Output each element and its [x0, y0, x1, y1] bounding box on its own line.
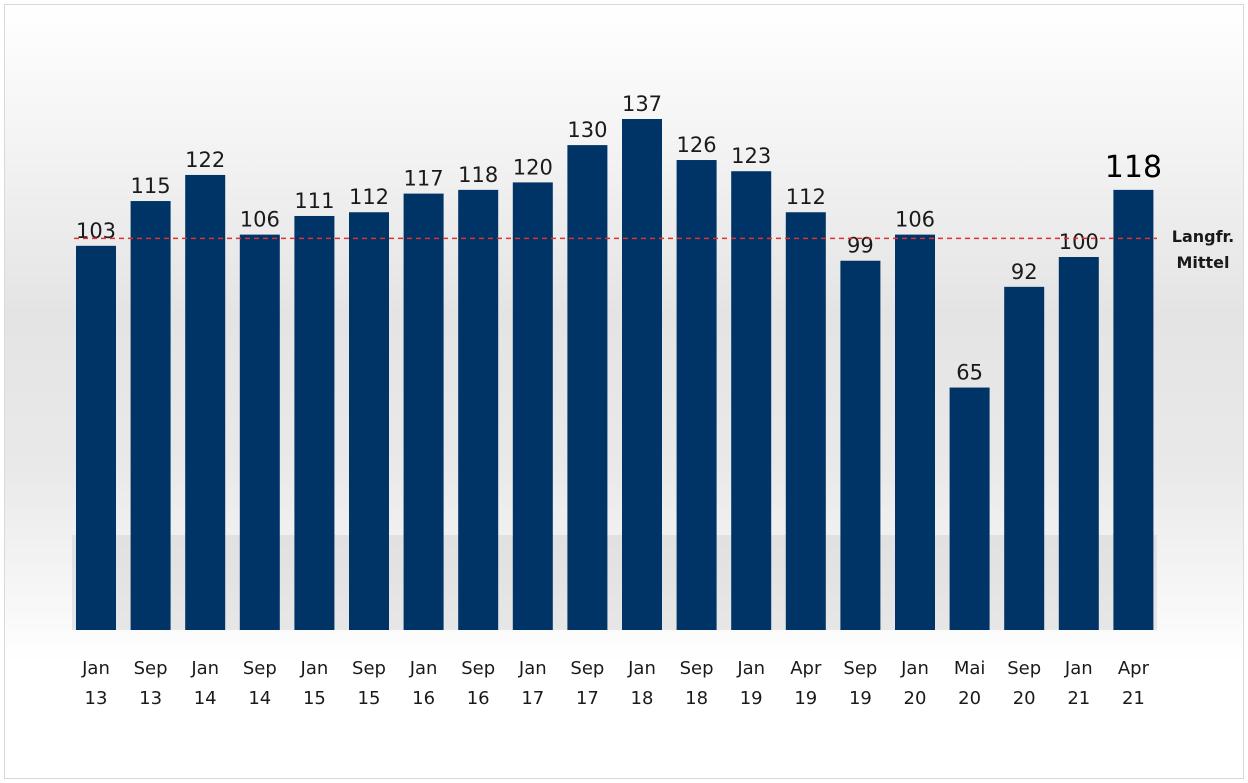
x-tick-label: 13: [139, 688, 162, 709]
x-tick-label: 14: [248, 688, 271, 709]
data-label: 123: [731, 144, 771, 168]
bar: [785, 212, 826, 630]
bar: [622, 119, 662, 630]
data-label: 103: [76, 219, 116, 243]
data-label: 65: [956, 361, 983, 385]
floor-shadow: [72, 535, 1157, 630]
x-tick-label: Jan: [409, 658, 438, 679]
x-tick-label: Jan: [190, 658, 219, 679]
bar: [731, 171, 772, 630]
data-label: 115: [131, 174, 171, 198]
x-tick-label: 19: [740, 688, 763, 709]
data-label: 106: [895, 208, 935, 232]
x-tick-label: Sep: [570, 658, 604, 679]
bar: [294, 215, 335, 631]
bar: [567, 145, 608, 630]
bar: [185, 174, 226, 630]
x-tick-label: 18: [631, 688, 654, 709]
x-tick-label: Jan: [736, 658, 765, 679]
bar: [840, 260, 881, 630]
x-tick-label: 21: [1122, 688, 1145, 709]
x-tick-label: 20: [958, 688, 981, 709]
x-tick-label: Jan: [1064, 658, 1093, 679]
data-label: 137: [622, 92, 662, 116]
data-label: 92: [1011, 260, 1038, 284]
data-label: 130: [567, 118, 607, 142]
bar: [512, 182, 553, 630]
bar: [458, 189, 499, 631]
x-tick-label: Jan: [81, 658, 110, 679]
x-tick-label: Apr: [1118, 658, 1150, 679]
x-tick-label: Sep: [843, 658, 877, 679]
reference-line-label: Langfr.: [1172, 227, 1234, 246]
x-tick-label: 19: [794, 688, 817, 709]
x-tick-label: Jan: [900, 658, 929, 679]
x-tick-label: Sep: [352, 658, 386, 679]
bar: [349, 212, 389, 630]
x-tick-label: Mai: [954, 658, 986, 679]
data-label: 99: [847, 234, 874, 258]
bar: [1004, 286, 1045, 630]
x-tick-label: Sep: [1007, 658, 1041, 679]
bar: [676, 160, 717, 631]
x-tick-label: 19: [849, 688, 872, 709]
data-label: 112: [786, 185, 826, 209]
x-tick-label: Sep: [134, 658, 168, 679]
bar: [895, 234, 935, 630]
x-tick-label: 20: [1013, 688, 1036, 709]
x-tick-label: Jan: [300, 658, 329, 679]
bar: [1113, 189, 1154, 631]
x-tick-label: Sep: [461, 658, 495, 679]
data-label: 118: [458, 163, 498, 187]
x-tick-label: 18: [685, 688, 708, 709]
x-tick-label: 17: [576, 688, 599, 709]
x-tick-label: 13: [85, 688, 108, 709]
data-label: 112: [349, 185, 389, 209]
x-tick-label: 14: [194, 688, 217, 709]
data-label: 118: [1105, 150, 1162, 185]
x-tick-label: Sep: [243, 658, 277, 679]
x-tick-label: 16: [467, 688, 490, 709]
bar: [239, 234, 280, 630]
x-tick-label: Sep: [680, 658, 714, 679]
bar: [949, 387, 990, 630]
x-tick-label: Apr: [790, 658, 822, 679]
x-tick-label: 15: [358, 688, 381, 709]
reference-line-label: Mittel: [1176, 253, 1229, 272]
x-tick-label: 16: [412, 688, 435, 709]
data-label: 100: [1059, 230, 1099, 254]
x-tick-label: 17: [521, 688, 544, 709]
data-label: 117: [404, 167, 444, 191]
x-tick-label: Jan: [627, 658, 656, 679]
x-tick-label: Jan: [518, 658, 547, 679]
data-label: 126: [677, 133, 717, 157]
x-tick-label: 21: [1067, 688, 1090, 709]
data-label: 120: [513, 155, 553, 179]
x-tick-label: 15: [303, 688, 326, 709]
data-label: 111: [294, 189, 334, 213]
data-label: 122: [185, 148, 225, 172]
bar: [1058, 257, 1099, 630]
bar: [403, 193, 444, 630]
bar: [130, 201, 171, 630]
bar: [76, 245, 116, 631]
x-tick-label: 20: [904, 688, 927, 709]
data-label: 106: [240, 208, 280, 232]
